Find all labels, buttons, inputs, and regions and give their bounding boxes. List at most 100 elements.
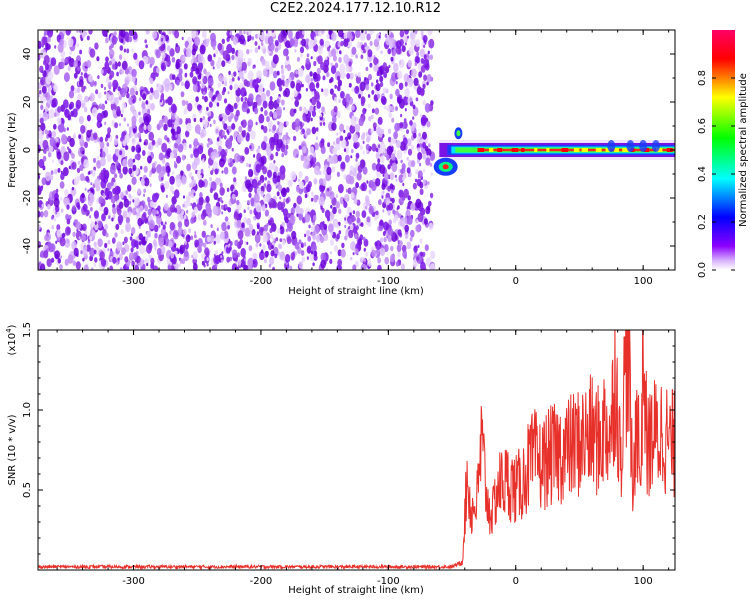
- noise-cell: [183, 215, 187, 220]
- noise-cell: [191, 211, 196, 218]
- noise-cell: [248, 245, 253, 252]
- noise-cell: [311, 110, 316, 117]
- noise-cell: [190, 217, 195, 224]
- noise-cell: [79, 49, 83, 55]
- noise-cell: [352, 264, 357, 270]
- noise-cell: [387, 48, 392, 55]
- noise-cell: [222, 50, 229, 60]
- noise-cell: [257, 224, 260, 230]
- noise-cell: [206, 143, 210, 148]
- noise-cell: [281, 188, 287, 198]
- noise-cell: [157, 205, 161, 212]
- noise-cell: [263, 195, 268, 203]
- noise-cell: [234, 153, 240, 163]
- noise-cell: [338, 131, 342, 135]
- noise-cell: [119, 267, 123, 270]
- noise-cell: [80, 124, 86, 134]
- noise-cell: [420, 251, 424, 257]
- noise-cell: [151, 193, 158, 203]
- noise-cell: [367, 94, 371, 98]
- noise-cell: [174, 114, 178, 119]
- noise-cell: [266, 147, 272, 157]
- noise-cell: [427, 50, 430, 55]
- noise-cell: [75, 99, 82, 109]
- noise-cell: [42, 155, 47, 162]
- noise-cell: [407, 148, 413, 156]
- signal-bump: [639, 140, 648, 152]
- noise-cell: [221, 251, 224, 255]
- noise-cell: [314, 36, 316, 40]
- noise-cell: [268, 263, 272, 268]
- noise-cell: [189, 71, 194, 78]
- noise-cell: [408, 46, 414, 56]
- noise-cell: [164, 221, 167, 225]
- noise-cell: [156, 248, 162, 256]
- noise-cell: [257, 45, 261, 50]
- noise-cell: [401, 45, 406, 53]
- noise-cell: [354, 233, 358, 239]
- noise-cell: [377, 124, 380, 128]
- noise-cell: [102, 167, 106, 173]
- noise-cell: [192, 83, 198, 93]
- noise-cell: [393, 62, 399, 73]
- noise-cell: [150, 262, 155, 270]
- noise-cell: [333, 105, 338, 113]
- noise-cell: [183, 195, 185, 199]
- noise-cell: [203, 219, 207, 226]
- noise-cell: [40, 104, 44, 111]
- noise-cell: [163, 115, 169, 124]
- noise-cell: [129, 87, 135, 97]
- noise-cell: [214, 234, 221, 244]
- noise-cell: [311, 191, 314, 197]
- noise-cell: [89, 235, 93, 241]
- noise-cell: [120, 113, 123, 118]
- noise-cell: [191, 161, 198, 171]
- noise-cell: [201, 82, 205, 89]
- noise-cell: [164, 78, 170, 88]
- noise-cell: [106, 132, 111, 139]
- noise-cell: [138, 97, 142, 102]
- noise-cell: [54, 168, 58, 175]
- noise-cell: [172, 74, 176, 80]
- noise-cell: [111, 237, 116, 244]
- noise-cell: [132, 252, 138, 261]
- noise-cell: [419, 162, 422, 167]
- noise-cell: [152, 30, 158, 40]
- noise-cell: [406, 206, 409, 210]
- noise-cell: [243, 30, 246, 35]
- noise-cell: [149, 77, 154, 85]
- noise-cell: [86, 35, 90, 41]
- noise-cell: [355, 54, 358, 59]
- noise-cell: [221, 60, 226, 67]
- noise-cell: [313, 60, 317, 67]
- noise-cell: [117, 86, 121, 92]
- noise-cell: [249, 142, 255, 152]
- noise-cell: [321, 106, 325, 113]
- noise-cell: [298, 181, 304, 190]
- noise-cell: [268, 128, 271, 132]
- noise-cell: [390, 189, 394, 194]
- noise-cell: [245, 149, 248, 153]
- noise-cell: [268, 122, 272, 129]
- noise-cell: [200, 212, 206, 220]
- noise-cell: [94, 80, 97, 86]
- noise-cell: [205, 206, 211, 215]
- noise-cell: [123, 198, 130, 208]
- noise-cell: [413, 132, 417, 139]
- noise-cell: [47, 203, 51, 210]
- noise-cell: [97, 238, 103, 248]
- noise-cell: [351, 46, 357, 55]
- noise-cell: [270, 30, 276, 38]
- noise-cell: [203, 242, 207, 248]
- noise-cell: [103, 86, 107, 91]
- noise-cell: [199, 174, 202, 179]
- noise-cell: [184, 218, 190, 228]
- noise-cell: [318, 30, 322, 37]
- noise-cell: [346, 73, 351, 80]
- noise-cell: [214, 262, 218, 268]
- noise-cell: [209, 187, 213, 194]
- noise-cell: [340, 71, 346, 80]
- noise-cell: [246, 108, 250, 114]
- noise-cell: [130, 104, 135, 113]
- noise-cell: [404, 30, 409, 35]
